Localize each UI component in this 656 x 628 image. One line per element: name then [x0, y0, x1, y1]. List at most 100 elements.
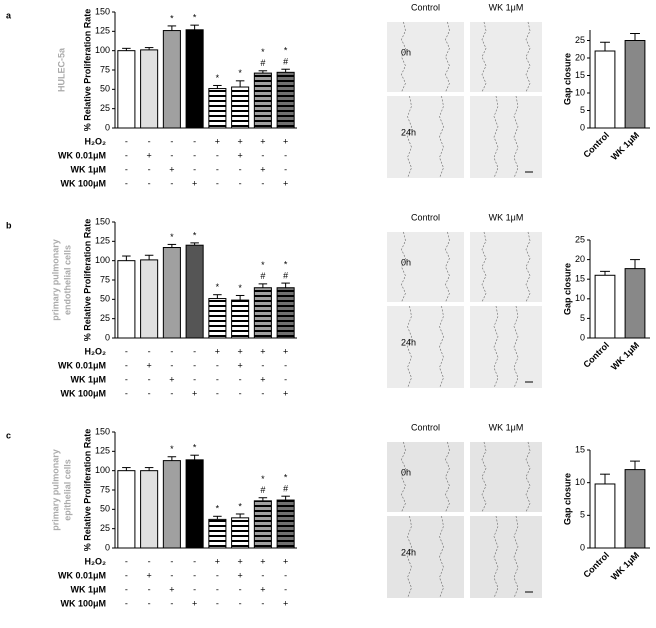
significance-label: * [238, 283, 242, 293]
y-tick-label: 15 [575, 70, 585, 80]
wound-edge [513, 305, 519, 389]
y-tick-label: 150 [95, 6, 110, 16]
y-axis-label: Gap closure [562, 53, 572, 105]
bar-hatch [277, 72, 295, 128]
y-axis-label: % Relative Proliferation Rate [82, 219, 92, 342]
significance-label: * [170, 13, 174, 23]
bar [117, 260, 136, 339]
treatment-mark: + [237, 150, 242, 160]
treatment-name: WK 100μM [60, 388, 106, 398]
treatment-mark: - [148, 388, 151, 398]
bar-hatch [231, 87, 249, 128]
treatment-mark: - [239, 178, 242, 188]
wound-edge [493, 95, 499, 179]
y-tick-label: 25 [575, 234, 585, 244]
significance-label: * [261, 260, 265, 270]
y-tick-label: 125 [95, 446, 110, 456]
significance-label: * [261, 47, 265, 57]
wound-edge [493, 515, 499, 599]
treatment-mark: - [193, 556, 196, 566]
treatment-mark: + [237, 556, 242, 566]
treatment-mark: + [260, 556, 265, 566]
bar-hatch [254, 500, 272, 548]
treatment-mark: - [148, 598, 151, 608]
significance-label: * [170, 444, 174, 454]
wound-edge [407, 305, 412, 389]
y-tick-label: 0 [105, 332, 110, 342]
treatment-mark: - [193, 136, 196, 146]
treatment-mark: + [169, 374, 174, 384]
treatment-mark: - [170, 150, 173, 160]
treatment-mark: - [170, 570, 173, 580]
treatment-name: H₂O₂ [85, 136, 107, 146]
panel-letter: b [6, 220, 12, 230]
bar-hatch [231, 300, 249, 338]
treatment-mark: - [148, 374, 151, 384]
y-tick-label: 50 [100, 84, 110, 94]
treatment-mark: - [125, 570, 128, 580]
bar [594, 50, 616, 129]
treatment-mark: + [283, 178, 288, 188]
treatment-mark: - [261, 178, 264, 188]
treatment-name: WK 0.01μM [58, 570, 106, 580]
treatment-mark: + [215, 136, 220, 146]
micrograph [387, 22, 464, 92]
significance-label: * [216, 504, 220, 514]
row-label: 24h [401, 127, 416, 137]
significance-label: * [193, 443, 197, 453]
treatment-mark: - [170, 178, 173, 188]
treatment-mark: - [261, 360, 264, 370]
y-tick-label: 25 [575, 35, 585, 45]
treatment-mark: + [283, 556, 288, 566]
bar [624, 40, 646, 129]
treatment-mark: - [239, 584, 242, 594]
x-tick-label: Control [581, 550, 611, 580]
row-label: 0h [401, 47, 411, 57]
micrograph [470, 96, 542, 178]
significance-label: # [260, 485, 265, 495]
wound-edge [401, 441, 406, 513]
cell-label: epithelial cells [62, 459, 72, 521]
bar [162, 460, 181, 549]
treatment-mark: + [192, 388, 197, 398]
significance-label: * [216, 282, 220, 292]
column-header: WK 1μM [489, 2, 524, 12]
y-tick-label: 100 [95, 465, 110, 475]
y-axis-label: % Relative Proliferation Rate [82, 429, 92, 552]
treatment-mark: - [216, 570, 219, 580]
micrograph [387, 306, 464, 388]
y-tick-label: 125 [95, 26, 110, 36]
treatment-mark: - [125, 164, 128, 174]
significance-label: * [261, 474, 265, 484]
y-tick-label: 0 [580, 542, 585, 552]
treatment-mark: - [193, 584, 196, 594]
bar [594, 483, 616, 549]
significance-label: # [283, 484, 288, 494]
column-header: Control [411, 2, 440, 12]
treatment-mark: - [125, 556, 128, 566]
y-tick-label: 0 [105, 122, 110, 132]
treatment-mark: - [148, 136, 151, 146]
micrograph [387, 96, 464, 178]
treatment-mark: + [260, 346, 265, 356]
cell-label: HULEC-5a [56, 47, 66, 92]
y-tick-label: 100 [95, 255, 110, 265]
y-tick-label: 75 [100, 274, 110, 284]
treatment-mark: + [146, 360, 151, 370]
treatment-mark: - [261, 150, 264, 160]
treatment-mark: - [125, 178, 128, 188]
y-tick-label: 0 [105, 542, 110, 552]
bar [624, 268, 646, 339]
wound-edge [493, 305, 499, 389]
treatment-mark: - [125, 346, 128, 356]
treatment-mark: - [216, 360, 219, 370]
treatment-mark: + [146, 150, 151, 160]
y-tick-label: 125 [95, 236, 110, 246]
y-tick-label: 0 [580, 332, 585, 342]
treatment-mark: - [170, 136, 173, 146]
column-header: WK 1μM [489, 212, 524, 222]
treatment-mark: - [170, 388, 173, 398]
treatment-mark: - [284, 374, 287, 384]
bar-hatch [254, 73, 272, 128]
